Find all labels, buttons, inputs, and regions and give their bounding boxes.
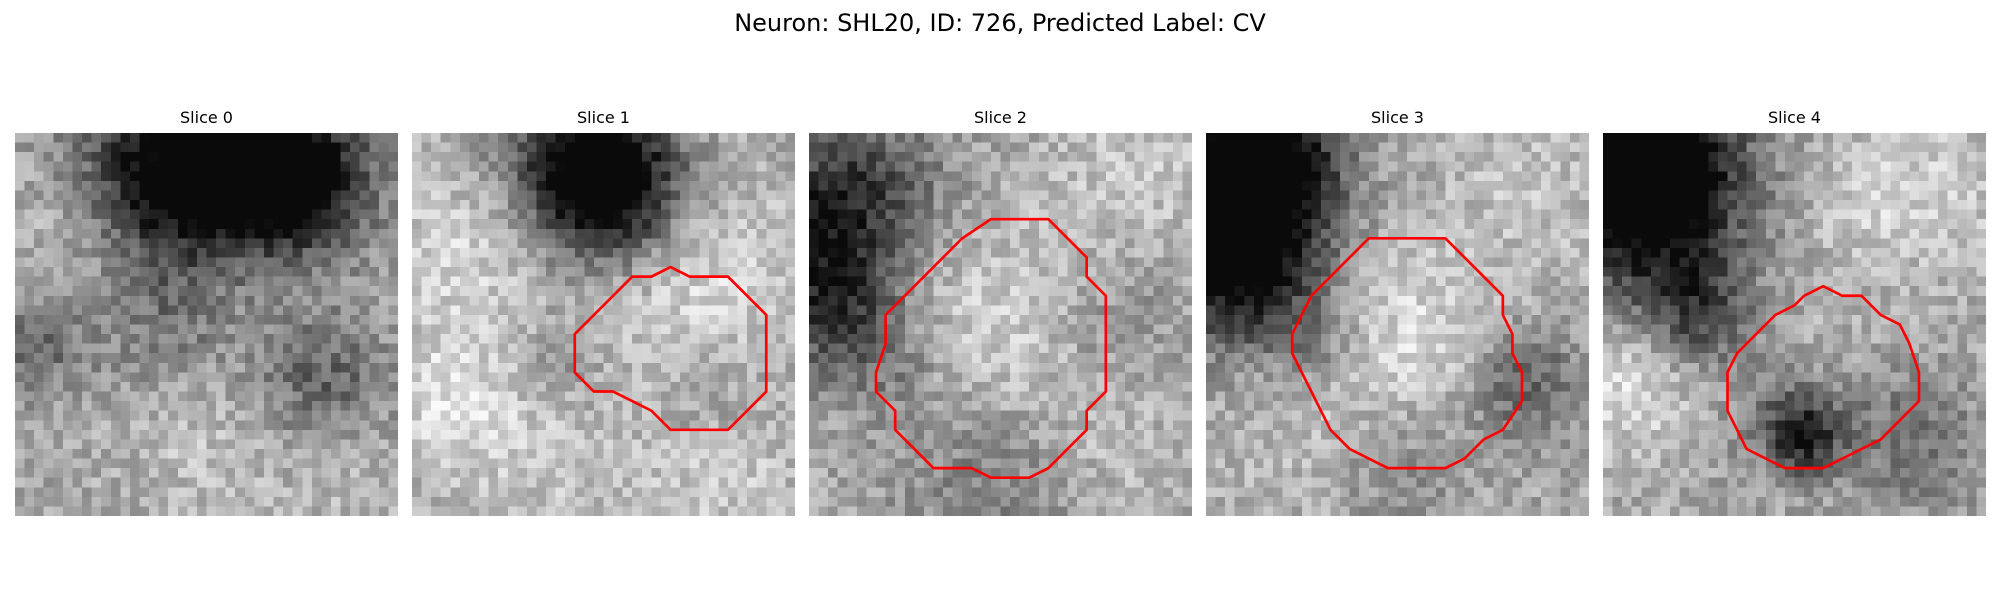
- slice-pixels: [412, 133, 795, 516]
- roi-contour: [1290, 236, 1524, 470]
- slice-image: [1603, 133, 1986, 516]
- slice-title: Slice 0: [180, 108, 233, 127]
- slice-image: [15, 133, 398, 516]
- slice-title: Slice 4: [1768, 108, 1821, 127]
- slice-panel-4: Slice 4: [1603, 108, 1986, 516]
- slice-image: [412, 133, 795, 516]
- slice-image: [1206, 133, 1589, 516]
- slice-image: [809, 133, 1192, 516]
- roi-contour: [874, 217, 1108, 480]
- slice-pixels: [1206, 133, 1589, 516]
- slice-panel-0: Slice 0: [15, 108, 398, 516]
- slice-title: Slice 2: [974, 108, 1027, 127]
- roi-contour: [1726, 284, 1921, 470]
- slice-pixels: [15, 133, 398, 516]
- slice-title: Slice 3: [1371, 108, 1424, 127]
- roi-contour: [573, 265, 768, 432]
- slice-pixels: [809, 133, 1192, 516]
- slice-panel-2: Slice 2: [809, 108, 1192, 516]
- slice-panel-1: Slice 1: [412, 108, 795, 516]
- figure-title: Neuron: SHL20, ID: 726, Predicted Label:…: [734, 9, 1266, 37]
- slice-title: Slice 1: [577, 108, 630, 127]
- slice-panel-3: Slice 3: [1206, 108, 1589, 516]
- slice-pixels: [1603, 133, 1986, 516]
